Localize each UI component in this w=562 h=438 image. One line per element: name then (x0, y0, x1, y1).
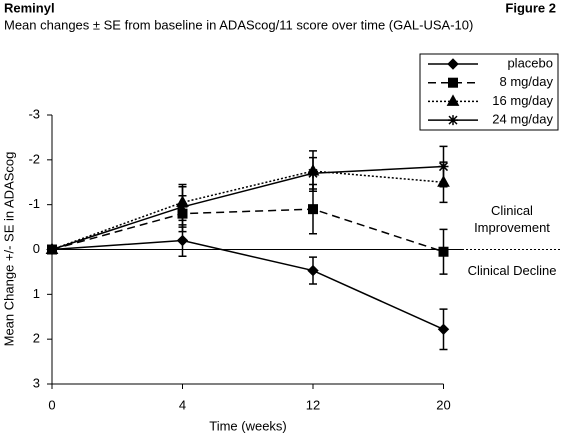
x-tick-label: 20 (436, 397, 450, 412)
y-tick-label: -1 (28, 196, 40, 211)
marker (437, 323, 450, 336)
legend-marker (446, 94, 460, 106)
marker (438, 161, 449, 172)
series-line (51, 165, 444, 251)
y-tick-label: 3 (33, 375, 40, 390)
marker (177, 201, 188, 212)
marker (438, 246, 449, 257)
y-tick-label: -2 (28, 151, 40, 166)
marker (307, 264, 319, 277)
y-tick-label: 0 (33, 241, 40, 256)
legend-label: 16 mg/day (492, 93, 553, 108)
legend-label: placebo (507, 55, 553, 70)
legend-box (419, 53, 559, 131)
legend-label: 8 mg/day (500, 74, 554, 89)
legend-label: 24 mg/day (492, 112, 553, 127)
y-tick-label: 2 (33, 331, 40, 346)
y-tick-label: 1 (33, 286, 40, 301)
x-tick-label: 12 (306, 397, 320, 412)
chart-title: Reminyl (4, 0, 55, 15)
series-line (51, 239, 444, 330)
figure-label: Figure 2 (505, 0, 556, 15)
y-tick-label: -3 (28, 106, 40, 121)
marker (176, 234, 189, 247)
marker (308, 204, 318, 215)
marker (308, 168, 318, 179)
y-axis-label: Mean Change +/- SE in ADAScog (1, 152, 16, 347)
subtitle: Mean changes ± SE from baseline in ADASc… (4, 17, 473, 32)
legend-marker (448, 77, 458, 88)
series-line (51, 208, 444, 253)
x-axis-label: Time (weeks) (209, 418, 287, 433)
x-tick-label: 4 (179, 397, 186, 412)
x-tick-label: 0 (48, 397, 55, 412)
legend-marker (447, 58, 459, 70)
marker (47, 244, 57, 255)
legend-marker (448, 115, 458, 126)
annotation: Clinical Decline (467, 263, 557, 278)
annotation: Clinical Improvement (474, 203, 550, 235)
series-line (51, 170, 444, 251)
